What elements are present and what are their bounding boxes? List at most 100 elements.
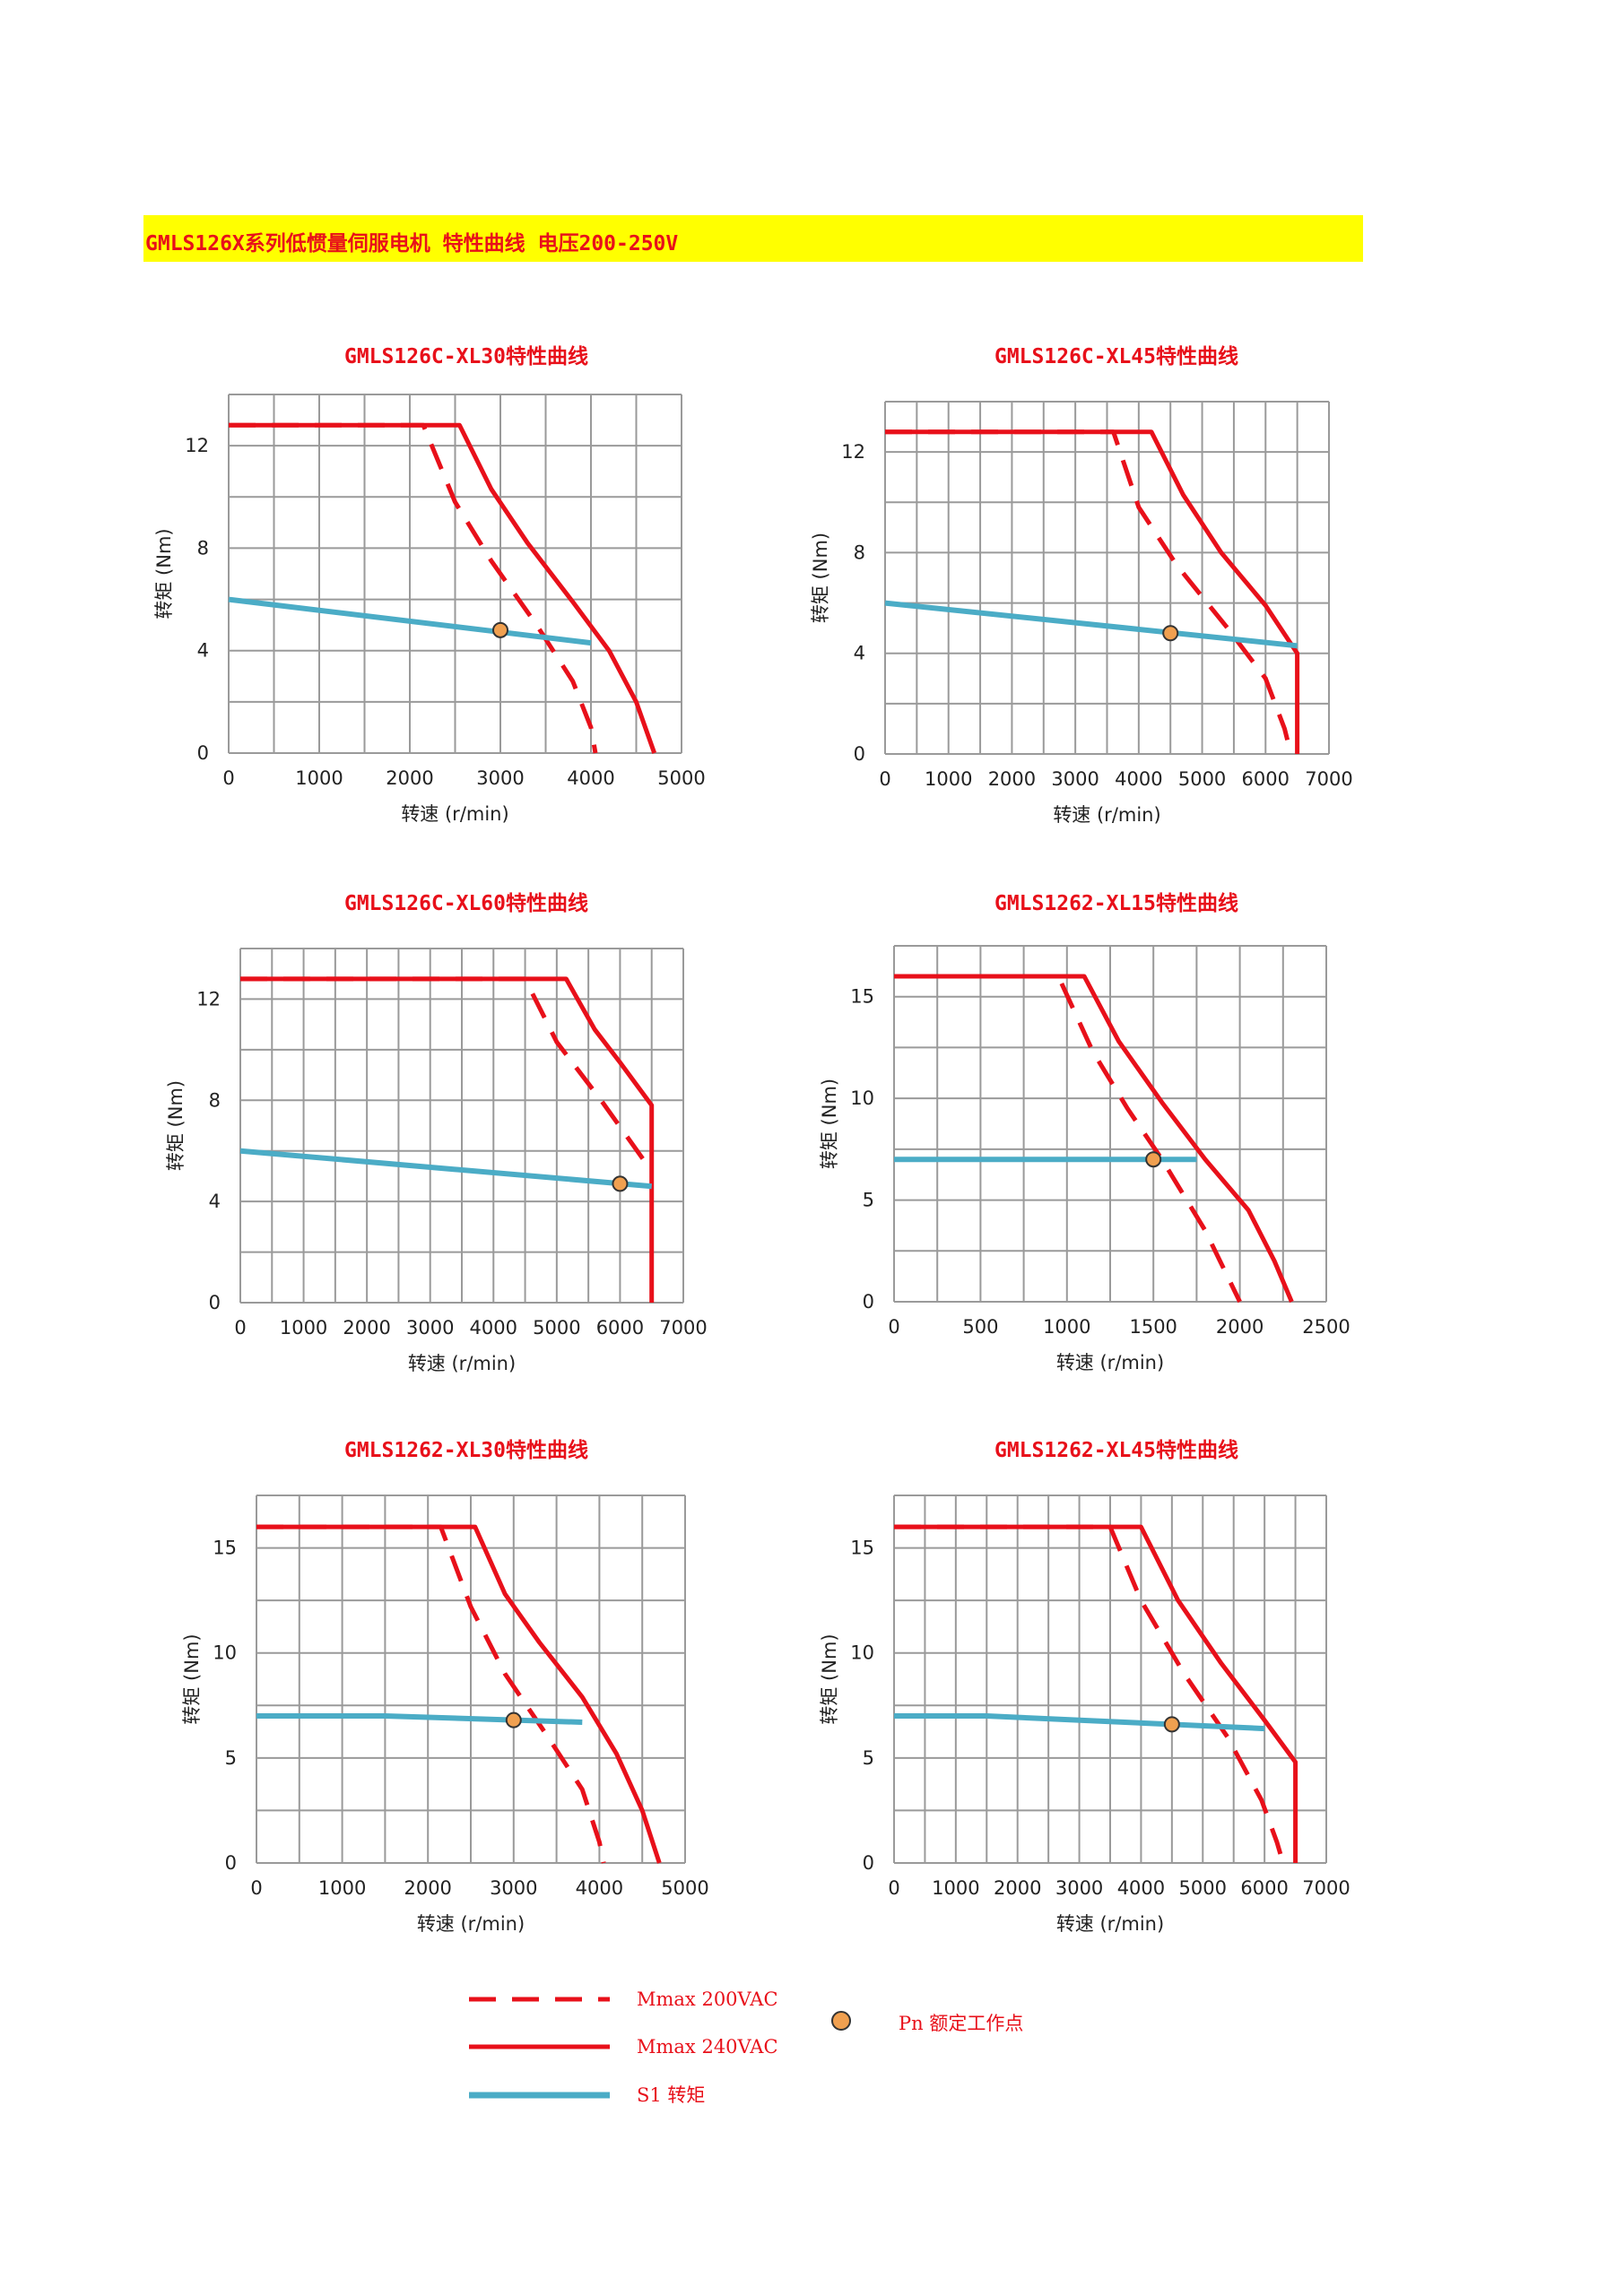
x-tick-label: 2000	[994, 1877, 1041, 1899]
y-axis-label: 转矩 (Nm)	[165, 1080, 187, 1171]
series-mmax-240vac	[894, 974, 1294, 1303]
x-tick-label: 4000	[1117, 1877, 1165, 1899]
series-mmax-200vac	[240, 976, 654, 1173]
y-tick-label: 0	[209, 1292, 221, 1313]
x-axis-label: 转速 (r/min)	[417, 1913, 525, 1935]
y-tick-label: 12	[841, 441, 865, 463]
y-tick-label: 15	[850, 986, 874, 1008]
y-tick-label: 5	[225, 1747, 237, 1769]
rated-point-marker	[1145, 1151, 1162, 1168]
x-tick-label: 0	[879, 768, 890, 790]
x-tick-label: 2000	[386, 767, 433, 789]
chart-title: GMLS1262-XL45特性曲线	[994, 1438, 1238, 1462]
series-mmax-200vac	[894, 974, 1242, 1304]
x-tick-label: 5000	[657, 767, 705, 789]
x-tick-label: 5000	[661, 1877, 708, 1899]
legend-mmax-240-label: Mmax 240VAC	[637, 2036, 778, 2058]
x-tick-label: 2500	[1302, 1316, 1350, 1338]
chart-5: GMLS1262-XL30特性曲线 0 1000 2000 3000 4000 5000 0 5…	[181, 1438, 709, 1935]
chart-title: GMLS126C-XL60特性曲线	[344, 891, 588, 915]
x-tick-label: 1500	[1129, 1316, 1177, 1338]
x-axis-label: 转速 (r/min)	[1056, 1913, 1164, 1935]
y-tick-label: 8	[197, 537, 209, 559]
x-tick-label: 2000	[343, 1317, 390, 1339]
x-tick-label: 3000	[476, 767, 524, 789]
page-title: GMLS126X系列低惯量伺服电机 特性曲线 电压200-250V	[145, 232, 679, 256]
y-tick-label: 5	[863, 1190, 874, 1211]
series-mmax-200vac	[229, 422, 598, 754]
x-tick-label: 1000	[925, 768, 972, 790]
x-tick-label: 4000	[567, 767, 614, 789]
x-tick-label: 7000	[659, 1317, 707, 1339]
x-tick-label: 1000	[318, 1877, 366, 1899]
rated-point-marker	[612, 1175, 629, 1192]
legend-pn-marker	[831, 2011, 851, 2031]
y-axis-label: 转矩 (Nm)	[819, 1079, 840, 1169]
header-banner: GMLS126X系列低惯量伺服电机 特性曲线 电压200-250V	[143, 215, 1363, 262]
rated-point-marker	[1163, 1716, 1180, 1733]
x-tick-label: 7000	[1305, 768, 1352, 790]
series-mmax-240vac	[894, 1524, 1298, 1863]
x-axis-label: 转速 (r/min)	[1056, 1352, 1164, 1373]
x-tick-label: 1000	[1043, 1316, 1090, 1338]
x-tick-label: 1000	[295, 767, 343, 789]
y-axis-label: 转矩 (Nm)	[181, 1633, 203, 1724]
y-tick-label: 4	[209, 1191, 221, 1212]
y-tick-label: 12	[185, 435, 209, 456]
x-tick-label: 3000	[406, 1317, 454, 1339]
x-tick-label: 3000	[1055, 1877, 1103, 1899]
chart-title: GMLS126C-XL30特性曲线	[344, 344, 588, 368]
y-tick-label: 10	[850, 1642, 874, 1664]
x-tick-label: 4000	[470, 1317, 517, 1339]
series-mmax-240vac	[256, 1524, 662, 1864]
rated-point-marker	[492, 621, 508, 638]
y-tick-label: 8	[854, 542, 865, 563]
chart-6: GMLS1262-XL45特性曲线 0 1000 2000 3000 4000 5000 60…	[819, 1438, 1350, 1935]
x-tick-label: 5000	[1179, 1877, 1227, 1899]
series-mmax-200vac	[256, 1524, 606, 1864]
x-axis-label: 转速 (r/min)	[408, 1353, 516, 1374]
y-axis-label: 转矩 (Nm)	[819, 1633, 840, 1724]
series-mmax-240vac	[229, 422, 657, 754]
y-tick-label: 0	[863, 1852, 874, 1874]
x-axis-label: 转速 (r/min)	[1053, 804, 1160, 826]
y-tick-label: 4	[854, 643, 865, 664]
y-tick-label: 0	[854, 743, 865, 765]
chart-title: GMLS126C-XL45特性曲线	[994, 344, 1238, 368]
y-tick-label: 15	[213, 1538, 237, 1559]
y-tick-label: 0	[225, 1852, 237, 1874]
x-tick-label: 3000	[490, 1877, 537, 1899]
rated-point-marker	[1162, 625, 1179, 642]
chart-4: GMLS1262-XL15特性曲线 0 500 1000 1500 2000 2500 0 5 1…	[819, 891, 1350, 1373]
x-tick-label: 2000	[1216, 1316, 1264, 1338]
x-tick-label: 7000	[1302, 1877, 1350, 1899]
x-axis-label: 转速 (r/min)	[401, 803, 508, 825]
chart-3: GMLS126C-XL60特性曲线 0 1000 2000 3000 4000 5000 60…	[165, 891, 708, 1374]
legend: Mmax 200VAC Mmax 240VAC S1 转矩 Pn 额定工作点	[469, 1988, 1023, 2106]
x-tick-label: 1000	[932, 1877, 979, 1899]
legend-pn-label: Pn 额定工作点	[899, 2013, 1023, 2034]
chart-title: GMLS1262-XL15特性曲线	[994, 891, 1238, 915]
x-tick-label: 6000	[596, 1317, 644, 1339]
y-axis-label: 转矩 (Nm)	[810, 533, 831, 623]
y-tick-label: 10	[213, 1642, 237, 1664]
y-tick-label: 5	[863, 1747, 874, 1769]
x-tick-label: 500	[962, 1316, 998, 1338]
x-tick-label: 4000	[1115, 768, 1162, 790]
y-tick-label: 15	[850, 1538, 874, 1559]
y-tick-label: 4	[197, 640, 209, 662]
x-tick-label: 0	[234, 1317, 246, 1339]
x-tick-label: 4000	[576, 1877, 623, 1899]
y-tick-label: 0	[863, 1291, 874, 1313]
series-mmax-240vac	[240, 976, 655, 1303]
series-s1-torque	[884, 600, 1298, 649]
rated-point-marker	[505, 1711, 522, 1728]
legend-mmax-200-label: Mmax 200VAC	[637, 1988, 778, 2010]
series-mmax-200vac	[885, 429, 1294, 755]
x-tick-label: 5000	[533, 1317, 580, 1339]
chart-title: GMLS1262-XL30特性曲线	[344, 1438, 588, 1462]
x-tick-label: 0	[222, 767, 234, 789]
chart-2: GMLS126C-XL45特性曲线 0 1000 2000 3000 4000 5000 60…	[810, 344, 1353, 826]
y-tick-label: 12	[196, 988, 221, 1009]
x-tick-label: 0	[888, 1316, 899, 1338]
